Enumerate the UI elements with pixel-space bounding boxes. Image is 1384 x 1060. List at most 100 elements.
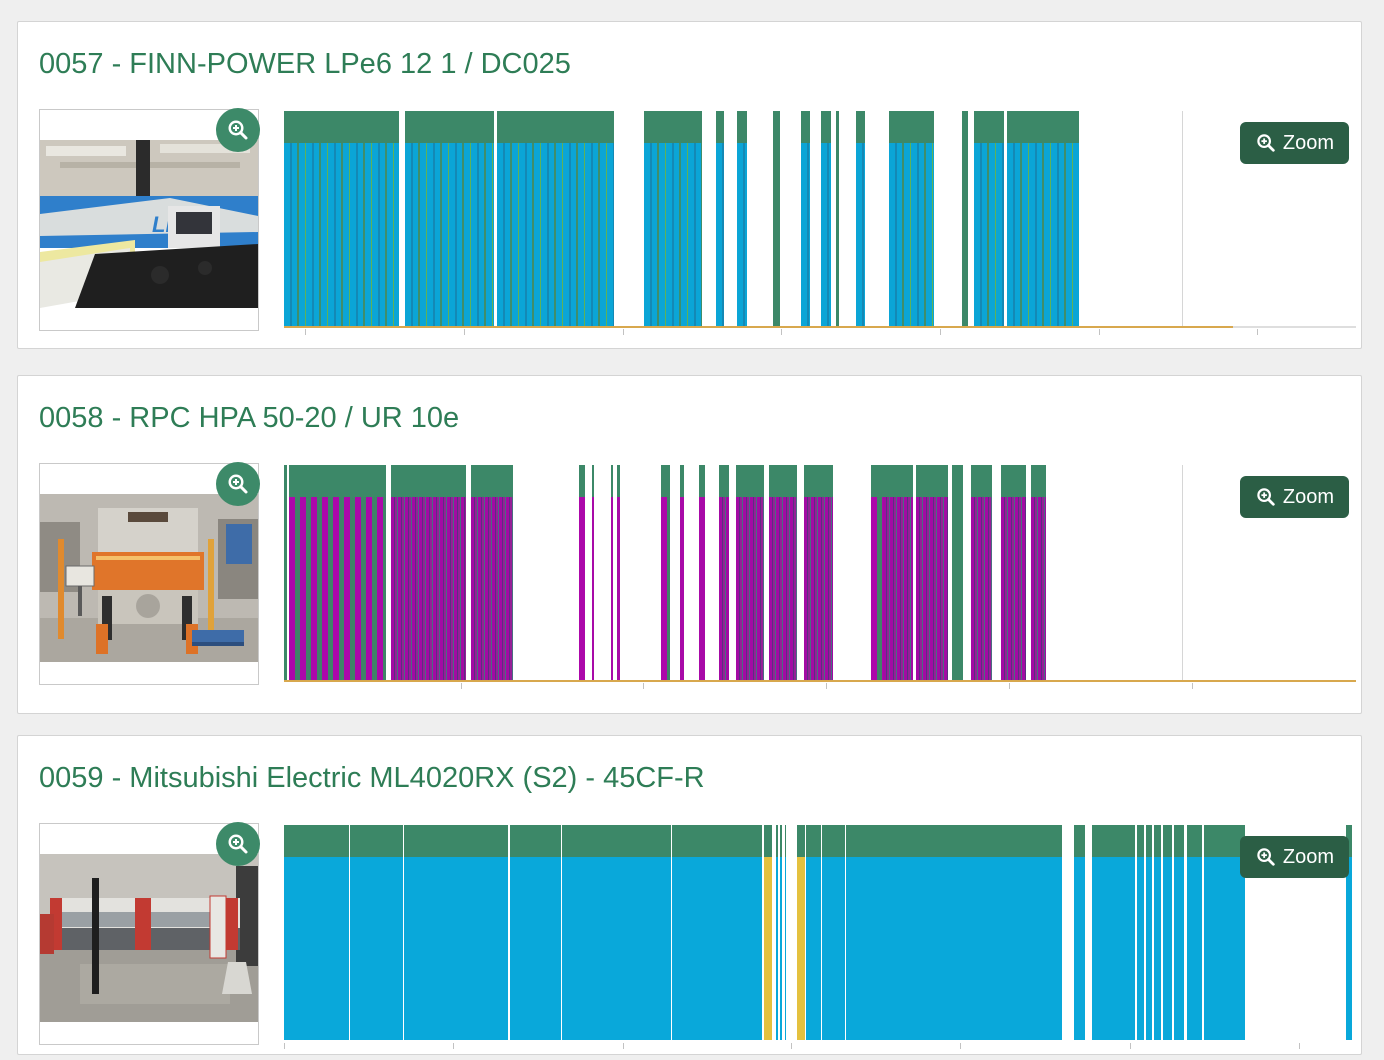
axis-tick [1191, 683, 1193, 689]
magnifier-plus-icon [1257, 848, 1275, 866]
axis-tick [464, 329, 466, 335]
timeline-segment [800, 111, 811, 326]
timeline-segment [561, 825, 671, 1040]
axis-tick [1257, 329, 1259, 335]
machine-photo [40, 494, 258, 662]
timeline-segment [776, 825, 778, 1040]
axis-tick [305, 329, 307, 335]
thumbnail-zoom-badge[interactable] [216, 462, 260, 506]
timeline-segment [284, 465, 288, 680]
timeline-segment [1031, 465, 1047, 680]
machine-timeline-chart[interactable] [284, 825, 1356, 1049]
machine-panel: 0057 - FINN-POWER LPe6 12 1 / DC025 LP [17, 21, 1362, 349]
timeline-segment [871, 465, 884, 680]
timeline-segment [971, 465, 992, 680]
timeline-segment [1001, 465, 1026, 680]
timeline-segment [672, 825, 763, 1040]
magnifier-plus-icon [228, 474, 248, 494]
zoom-button-label: Zoom [1282, 131, 1334, 154]
timeline-segment [737, 111, 748, 326]
timeline-segment [1092, 825, 1136, 1040]
axis-tick [826, 683, 828, 689]
thumbnail-zoom-badge[interactable] [216, 108, 260, 152]
timeline-segment [1145, 825, 1153, 1040]
machine-photo [40, 854, 258, 1022]
timeline-segment [1074, 825, 1085, 1040]
chart-axis [284, 680, 1356, 682]
zoom-button[interactable]: Zoom [1239, 476, 1349, 518]
zoom-button[interactable]: Zoom [1239, 836, 1349, 878]
timeline-segment [1154, 825, 1161, 1040]
timeline-segment [961, 111, 968, 326]
timeline-segment [836, 111, 840, 326]
chart-gridline [1182, 465, 1184, 680]
timeline-segment [1137, 825, 1144, 1040]
timeline-segment [404, 825, 509, 1040]
magnifier-plus-icon [228, 120, 248, 140]
axis-tick [940, 329, 942, 335]
timeline-segment [591, 465, 594, 680]
timeline-segment [470, 465, 514, 680]
timeline-segment [883, 465, 914, 680]
machine-panel: 0058 - RPC HPA 50-20 / UR 10e [17, 375, 1362, 714]
timeline-segment [284, 111, 399, 326]
timeline-segment [617, 465, 620, 680]
axis-tick [622, 329, 624, 335]
axis-tick [781, 329, 783, 335]
zoom-button-label: Zoom [1282, 485, 1334, 508]
machine-thumbnail[interactable] [39, 462, 260, 685]
timeline-segment [888, 111, 934, 326]
timeline-segment [510, 825, 561, 1040]
axis-tick [1098, 329, 1100, 335]
machine-timeline-chart[interactable] [284, 111, 1356, 335]
timeline-segment [644, 111, 703, 326]
machine-title: 0058 - RPC HPA 50-20 / UR 10e [39, 402, 460, 434]
timeline-segment [806, 825, 822, 1040]
timeline-segment [822, 825, 845, 1040]
axis-tick [460, 683, 462, 689]
magnifier-plus-icon [1257, 134, 1275, 152]
machine-title: 0059 - Mitsubishi Electric ML4020RX (S2)… [39, 762, 705, 794]
machine-timeline-chart[interactable] [284, 465, 1356, 689]
timeline-segment [1346, 825, 1352, 1040]
thumbnail-zoom-badge[interactable] [216, 822, 260, 866]
timeline-segment [845, 825, 1063, 1040]
axis-tick [1129, 1043, 1131, 1049]
axis-tick [960, 1043, 962, 1049]
axis-tick [1299, 1043, 1301, 1049]
timeline-segment [780, 825, 782, 1040]
timeline-segment [1203, 825, 1245, 1040]
timeline-segment [784, 825, 787, 1040]
timeline-segment [764, 825, 772, 1040]
timeline-segment [350, 825, 403, 1040]
timeline-segment [610, 465, 614, 680]
timeline-segment [284, 825, 350, 1040]
timeline-segment [1006, 111, 1080, 326]
timeline-segment [578, 465, 586, 680]
timeline-segment [821, 111, 831, 326]
timeline-segment [768, 465, 798, 680]
axis-tick [791, 1043, 793, 1049]
axis-tick [622, 1043, 624, 1049]
timeline-segment [716, 111, 724, 326]
zoom-button[interactable]: Zoom [1239, 122, 1349, 164]
chart-axis [284, 326, 1233, 328]
magnifier-plus-icon [1257, 488, 1275, 506]
magnifier-plus-icon [228, 834, 248, 854]
timeline-segment [661, 465, 670, 680]
axis-tick [1008, 683, 1010, 689]
timeline-segment [951, 465, 963, 680]
timeline-segment [1186, 825, 1202, 1040]
timeline-segment [916, 465, 948, 680]
timeline-segment [1173, 825, 1185, 1040]
timeline-segment [772, 111, 781, 326]
axis-tick [284, 1043, 285, 1049]
machine-thumbnail[interactable]: LP [39, 108, 260, 331]
machine-photo: LP [40, 140, 258, 308]
machine-thumbnail[interactable] [39, 822, 260, 1045]
timeline-segment [679, 465, 684, 680]
timeline-segment [736, 465, 765, 680]
timeline-segment [1163, 825, 1172, 1040]
zoom-button-label: Zoom [1282, 845, 1334, 868]
